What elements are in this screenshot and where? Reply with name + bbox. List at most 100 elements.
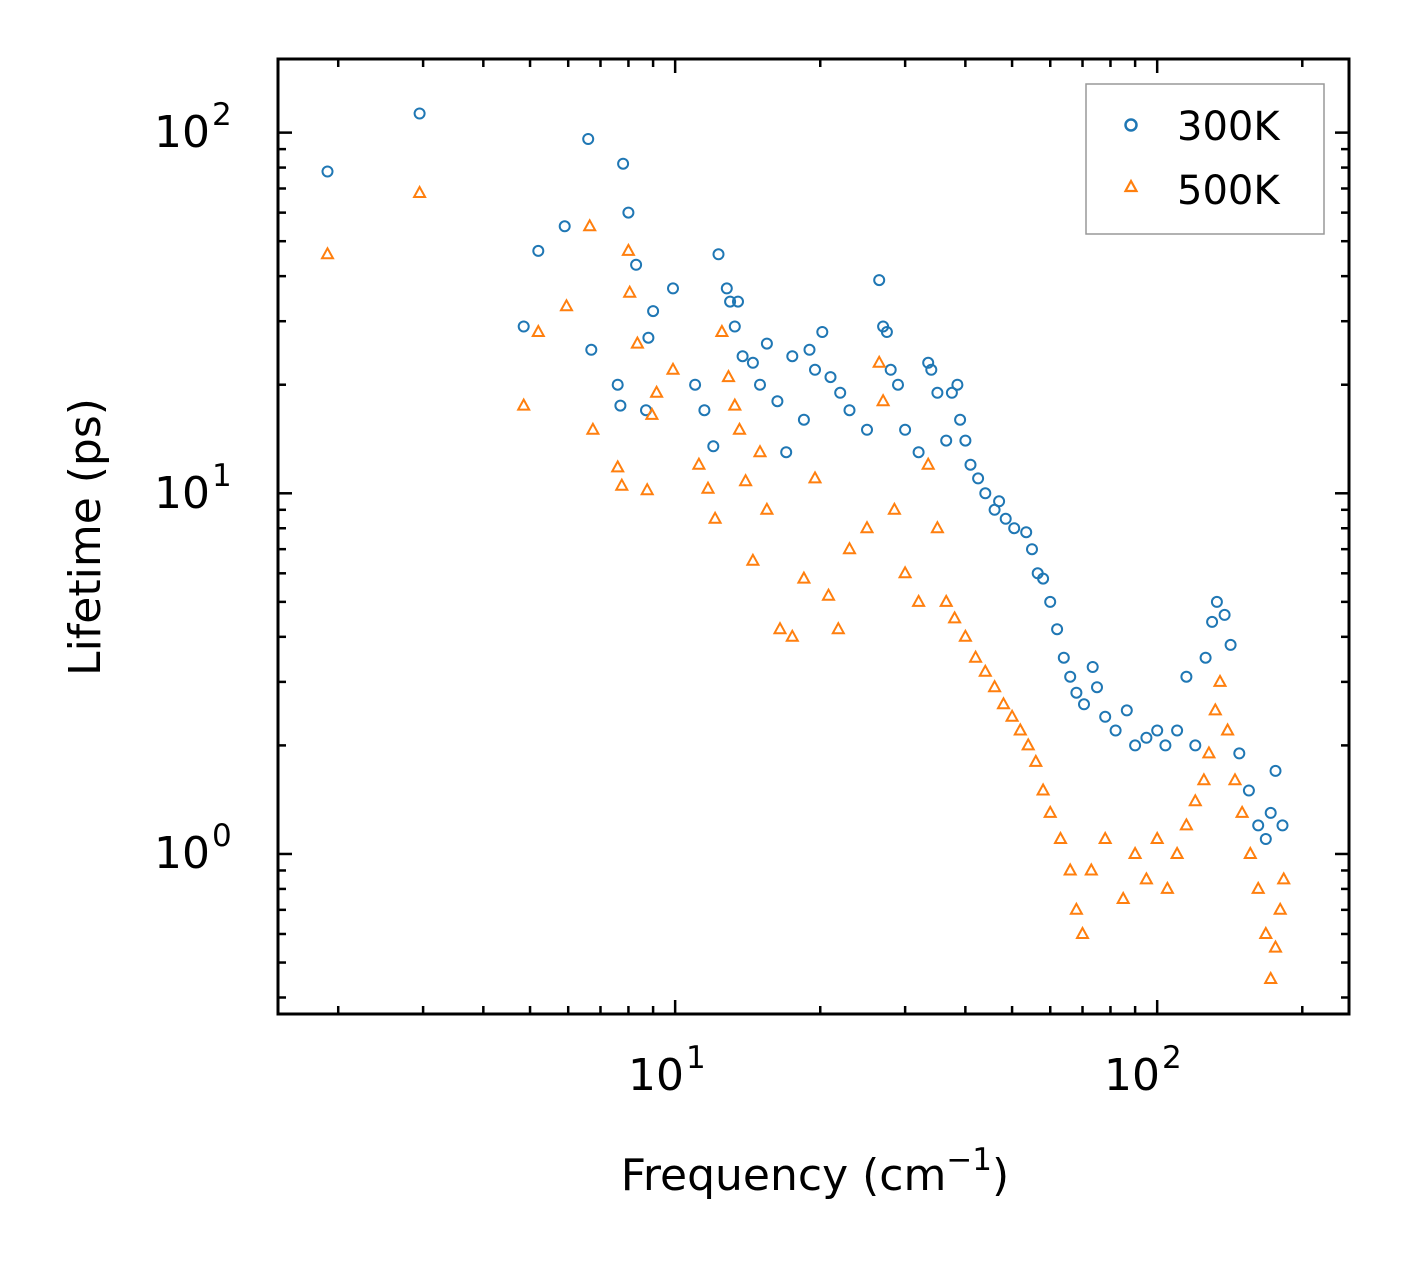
plot-frame — [276, 57, 1351, 1016]
data-point-300k — [532, 244, 545, 257]
svg-text:1: 1 — [212, 458, 232, 494]
data-point-500k — [752, 444, 768, 458]
legend-marker-300k — [1124, 118, 1138, 132]
data-point-300k — [720, 282, 733, 295]
data-point-300k — [809, 363, 821, 376]
data-point-300k — [746, 356, 759, 369]
data-point-300k — [1242, 784, 1255, 797]
data-point-300k — [1189, 739, 1202, 752]
data-point-500k — [665, 361, 681, 375]
data-point-500k — [320, 246, 335, 260]
data-point-300k — [959, 434, 972, 447]
data-point-500k — [585, 421, 601, 435]
data-point-300k — [1264, 806, 1277, 819]
data-point-300k — [861, 423, 873, 436]
data-point-300k — [771, 395, 784, 408]
data-point-300k — [803, 343, 816, 356]
legend-marker-500k — [1123, 178, 1139, 193]
data-point-500k — [1075, 925, 1090, 939]
data-point-500k — [821, 587, 836, 601]
legend: 300K 500K — [1085, 83, 1325, 235]
data-point-500k — [644, 406, 660, 420]
data-point-300k — [979, 487, 992, 500]
data-point-500k — [1263, 970, 1278, 984]
data-point-500k — [1021, 737, 1036, 751]
data-point-500k — [614, 477, 629, 491]
data-point-500k — [531, 323, 546, 337]
data-point-300k — [834, 386, 847, 399]
data-point-500k — [1179, 817, 1194, 831]
data-point-500k — [1053, 830, 1068, 844]
data-point-500k — [559, 298, 574, 312]
data-point-500k — [842, 541, 857, 555]
data-point-500k — [987, 679, 1002, 693]
data-point-300k — [707, 440, 720, 453]
data-point-500k — [582, 218, 597, 232]
data-point-300k — [1008, 522, 1021, 535]
data-point-300k — [760, 337, 773, 350]
data-point-300k — [736, 350, 749, 363]
svg-text:2: 2 — [212, 97, 232, 133]
data-point-500k — [691, 456, 707, 470]
data-point-300k — [797, 413, 810, 426]
data-point-300k — [728, 320, 741, 333]
data-point-300k — [517, 320, 530, 333]
data-point-300k — [993, 495, 1006, 508]
data-point-300k — [945, 386, 958, 399]
data-point-300k — [558, 220, 571, 233]
data-point-300k — [1210, 595, 1223, 608]
data-point-300k — [617, 157, 630, 170]
data-point-300k — [1057, 651, 1070, 664]
data-point-300k — [1120, 704, 1133, 717]
data-point-500k — [968, 649, 983, 663]
data-point-300k — [824, 371, 837, 384]
data-point-300k — [712, 248, 725, 261]
legend-box — [1085, 83, 1325, 235]
data-point-500k — [759, 501, 775, 515]
svg-text:10: 10 — [154, 828, 210, 879]
y-tick-label-10: 10 1 — [154, 458, 232, 519]
data-point-500k — [610, 459, 625, 473]
data-point-300k — [899, 423, 912, 436]
data-point-500k — [859, 520, 875, 534]
data-point-500k — [1258, 925, 1273, 939]
data-point-500k — [721, 369, 736, 383]
data-point-300k — [880, 326, 893, 338]
data-point-300k — [1224, 638, 1237, 651]
data-point-300k — [622, 206, 635, 219]
data-point-300k — [786, 350, 799, 363]
data-point-300k — [951, 378, 964, 391]
data-point-500k — [621, 242, 636, 256]
data-point-300k — [940, 434, 953, 447]
data-point-500k — [412, 184, 427, 198]
data-point-300k — [1199, 651, 1212, 664]
data-point-500k — [921, 456, 936, 470]
data-point-300k — [582, 133, 595, 145]
data-point-300k — [1064, 670, 1077, 683]
data-point-500k — [807, 470, 823, 484]
data-point-300k — [413, 107, 426, 120]
data-point-300k — [1151, 724, 1164, 737]
data-point-300k — [1099, 710, 1112, 723]
data-point-300k — [1086, 661, 1099, 673]
data-point-300k — [1070, 686, 1083, 699]
data-point-300k — [614, 399, 627, 412]
data-point-500k — [1227, 772, 1243, 786]
data-point-500k — [1139, 871, 1154, 885]
data-point-300k — [972, 472, 985, 485]
data-point-300k — [585, 343, 598, 356]
data-point-500k — [707, 510, 723, 524]
data-point-300k — [1026, 543, 1038, 556]
data-point-500k — [930, 520, 945, 534]
data-point-300k — [931, 386, 944, 399]
scatter-points — [320, 107, 1291, 984]
data-point-300k — [780, 446, 793, 459]
x-axis-title: Frequency (cm−1) — [621, 1142, 1009, 1201]
data-point-500k — [897, 565, 913, 579]
data-point-300k — [1037, 572, 1050, 585]
data-point-300k — [1051, 623, 1064, 636]
series-500k — [320, 184, 1291, 984]
data-point-500k — [1212, 673, 1228, 687]
data-point-500k — [772, 621, 788, 635]
